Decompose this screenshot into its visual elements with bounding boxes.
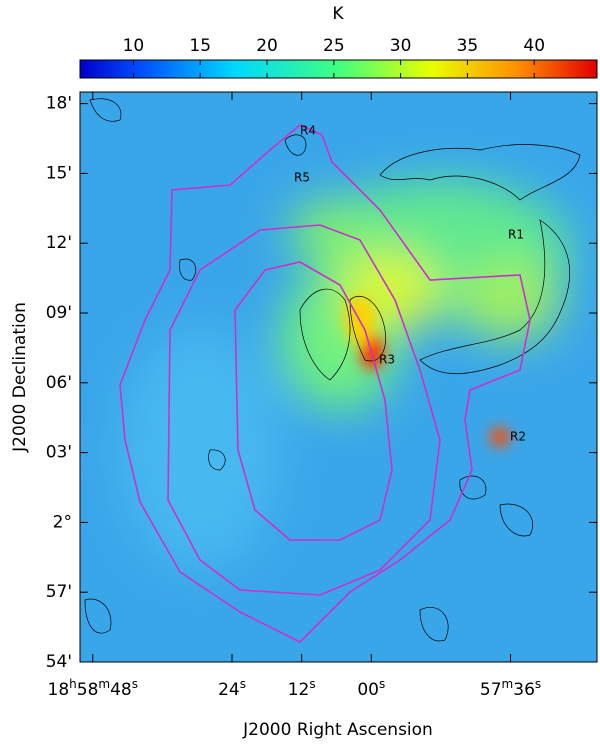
y-tick-label: 54' <box>46 652 72 672</box>
x-tick-label: 18h58m48s <box>48 677 139 701</box>
y-tick-label: 09' <box>46 303 72 323</box>
y-tick-label: 18' <box>46 94 72 114</box>
colorbar-tick-label: 30 <box>390 36 412 56</box>
x-axis-label: J2000 Right Ascension <box>242 720 433 740</box>
plot-frame <box>79 91 598 663</box>
region-label: R5 <box>294 171 310 185</box>
colorbar-tick-label: 25 <box>323 36 345 56</box>
y-tick-label: 12' <box>46 233 72 253</box>
region-label: R3 <box>379 353 395 367</box>
x-tick-label: 12s <box>288 677 316 701</box>
region-label: R1 <box>508 228 524 242</box>
x-tick-label: 57m36s <box>480 677 541 701</box>
y-tick-label: 15' <box>46 163 72 183</box>
y-tick-label: 2° <box>53 512 72 532</box>
colorbar-tick-label: 15 <box>189 36 211 56</box>
y-tick-label: 57' <box>46 582 72 602</box>
y-tick-label: 03' <box>46 443 72 463</box>
colorbar-tick-label: 10 <box>123 36 145 56</box>
region-label: R2 <box>510 430 526 444</box>
colorbar-tick-label: 20 <box>256 36 278 56</box>
colorbar-label: K <box>332 4 344 24</box>
y-tick-label: 06' <box>46 373 72 393</box>
y-axis-label: J2000 Declination <box>10 302 30 453</box>
x-tick-label: 00s <box>357 677 385 701</box>
region-label: R4 <box>300 124 316 138</box>
colorbar-tick-label: 35 <box>457 36 479 56</box>
x-tick-label: 24s <box>218 677 246 701</box>
map-image <box>80 92 597 662</box>
colorbar <box>79 59 598 79</box>
colorbar-tick-label: 40 <box>523 36 545 56</box>
